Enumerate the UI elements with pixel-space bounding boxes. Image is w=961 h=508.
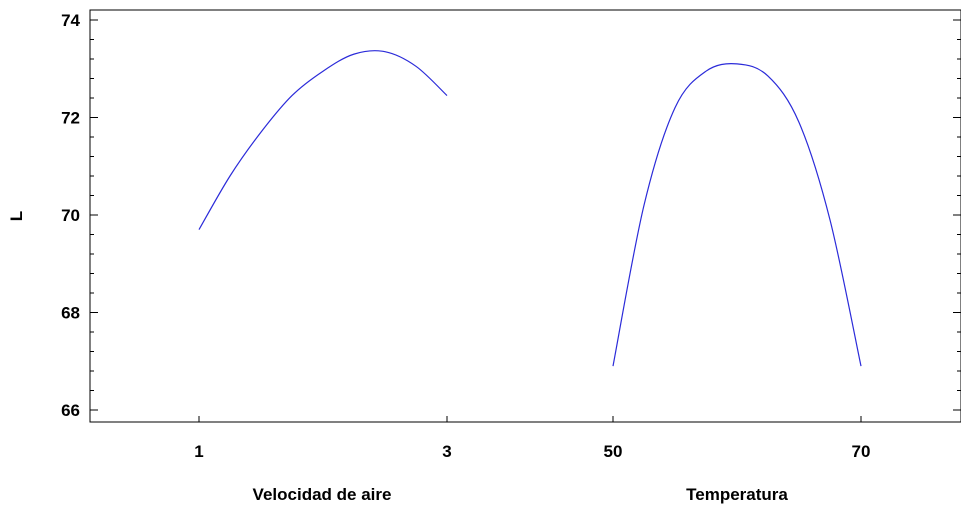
y-tick-label: 72: [61, 109, 80, 128]
plot-frame: [89, 9, 961, 423]
y-tick-label: 70: [61, 206, 80, 225]
x-tick-label: 50: [604, 442, 623, 461]
x-tick-label: 3: [442, 442, 451, 461]
temperatura-curve: [612, 63, 862, 367]
series-curves: [198, 50, 862, 367]
y-tick-label: 74: [61, 11, 80, 30]
velocidad-curve: [198, 50, 448, 230]
x-tick-label: 1: [194, 442, 203, 461]
y-axis-label: L: [7, 211, 26, 221]
y-axis: 66 68 70 72 74: [61, 11, 961, 420]
x-axis-label-velocidad: Velocidad de aire: [253, 485, 392, 504]
y-tick-label: 66: [61, 401, 80, 420]
x-tick-label: 70: [852, 442, 871, 461]
x-axis-label-temperatura: Temperatura: [686, 485, 788, 504]
x-axis: 1 3 50 70: [194, 416, 870, 461]
y-tick-label: 68: [61, 304, 80, 323]
